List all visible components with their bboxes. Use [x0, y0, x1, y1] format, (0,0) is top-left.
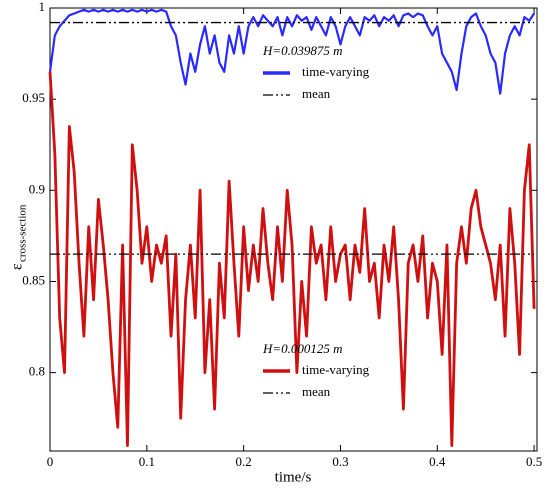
y-axis-symbol: ε	[9, 263, 26, 270]
plot-frame	[49, 7, 538, 452]
x-tick-label: 0.5	[526, 454, 542, 469]
x-tick-label: 0.3	[332, 454, 348, 469]
series-line	[48, 8, 536, 95]
y-tick-label: 0.95	[22, 90, 45, 105]
y-tick-label: 1	[39, 0, 46, 14]
legend-label: mean	[302, 86, 331, 101]
series-line	[48, 71, 536, 447]
legend-label: time-varying	[302, 64, 370, 79]
y-tick-label: 0.9	[29, 181, 45, 196]
legend-label: time-varying	[302, 362, 370, 377]
y-tick-label: 0.8	[29, 364, 45, 379]
x-tick-label: 0	[47, 454, 54, 469]
legend-title: H=0.039875 m	[262, 43, 343, 58]
x-tick-label: 0.2	[236, 454, 252, 469]
y-tick-label: 0.85	[22, 272, 45, 287]
x-axis-label: time/s	[275, 469, 312, 485]
x-tick-label: 0.1	[139, 454, 155, 469]
y-axis-label: ε cross-section	[9, 204, 29, 270]
legend-label: mean	[302, 384, 331, 399]
legend-title: H=0.000125 m	[262, 341, 343, 356]
y-axis-subscript: cross-section	[17, 204, 29, 262]
x-tick-label: 0.4	[429, 454, 446, 469]
